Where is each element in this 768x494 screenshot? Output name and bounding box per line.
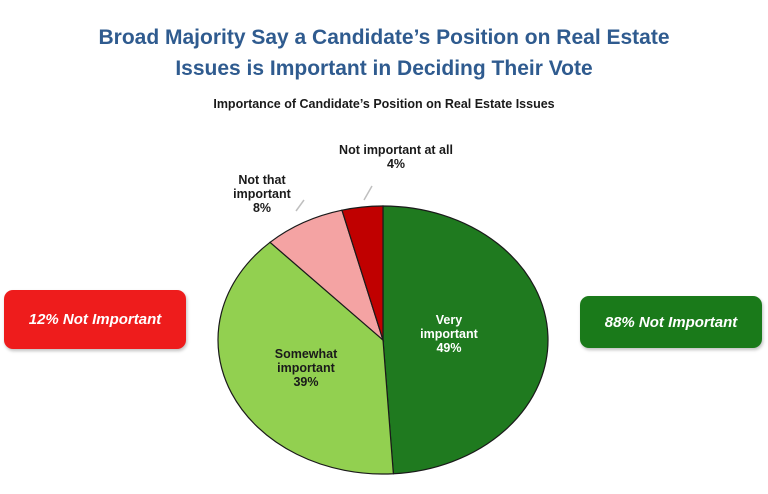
pie-slice	[217, 241, 395, 475]
label-leader-line	[295, 199, 305, 212]
pie-slice	[382, 205, 549, 475]
important-callout: 88% Not Important	[580, 296, 762, 348]
page-title-line-2: Issues is Important in Deciding Their Vo…	[175, 57, 593, 80]
slice-label: Not that important 8%	[233, 173, 291, 215]
page-title: Broad Majority Say a Candidate’s Positio…	[0, 22, 768, 84]
label-leader-line	[363, 185, 373, 201]
chart-title: Importance of Candidate’s Position on Re…	[213, 97, 555, 111]
page-title-line-1: Broad Majority Say a Candidate’s Positio…	[98, 26, 670, 49]
slice-label: Not important at all 4%	[339, 143, 453, 171]
slice-label: Somewhat important 39%	[275, 347, 338, 389]
not-important-callout: 12% Not Important	[4, 290, 186, 349]
pie-slice	[341, 205, 384, 341]
slice-label: Very important 49%	[420, 313, 478, 355]
